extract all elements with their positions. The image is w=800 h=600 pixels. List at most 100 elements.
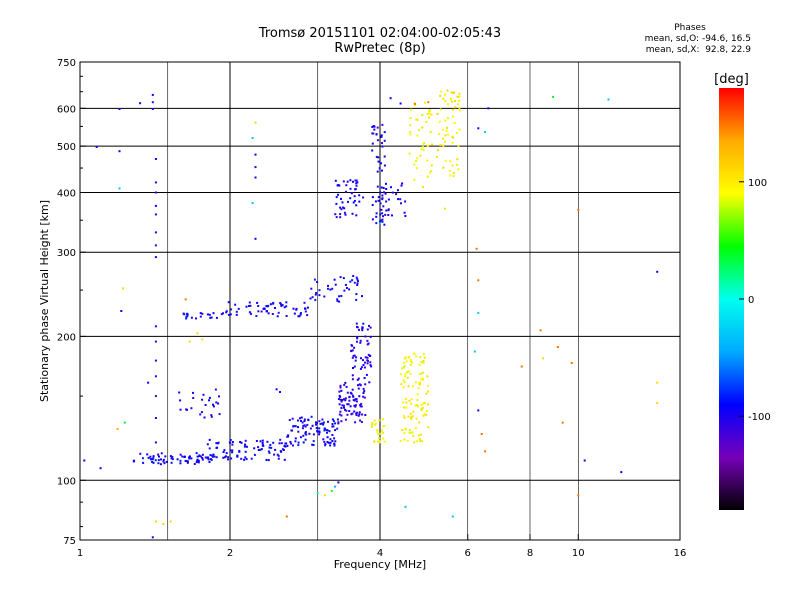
echo-point bbox=[428, 112, 431, 115]
echo-point bbox=[430, 164, 433, 167]
echo-point bbox=[362, 196, 365, 199]
echo-point bbox=[231, 449, 234, 452]
echo-point bbox=[333, 442, 336, 445]
echo-point bbox=[453, 91, 456, 94]
echo-point bbox=[372, 132, 375, 135]
echo-point bbox=[268, 446, 271, 449]
echo-point bbox=[350, 192, 353, 195]
echo-point bbox=[583, 459, 586, 462]
echo-point bbox=[407, 385, 410, 388]
echo-point bbox=[330, 489, 333, 492]
echo-point bbox=[244, 456, 247, 459]
echo-point bbox=[403, 438, 406, 441]
echo-point bbox=[406, 376, 409, 379]
echo-point bbox=[299, 312, 302, 315]
echo-point bbox=[377, 196, 380, 199]
echo-point bbox=[352, 367, 354, 369]
echo-point bbox=[359, 339, 362, 342]
echo-point bbox=[444, 100, 447, 102]
echo-point bbox=[154, 417, 157, 419]
echo-point bbox=[251, 137, 254, 139]
echo-point bbox=[217, 441, 220, 444]
echo-point bbox=[382, 431, 385, 434]
echo-point bbox=[350, 344, 353, 347]
echo-point bbox=[457, 103, 460, 106]
echo-point bbox=[236, 454, 239, 457]
echo-point bbox=[354, 179, 357, 182]
echo-point bbox=[157, 462, 160, 465]
echo-point bbox=[385, 188, 388, 190]
echo-point bbox=[345, 385, 348, 388]
echo-point bbox=[299, 436, 302, 439]
echo-point bbox=[542, 357, 545, 360]
echo-point bbox=[245, 305, 248, 308]
echo-point bbox=[190, 407, 193, 410]
echo-point bbox=[408, 399, 411, 402]
echo-point bbox=[346, 180, 349, 183]
echo-point bbox=[362, 359, 364, 362]
echo-point bbox=[216, 446, 219, 449]
echo-point bbox=[355, 182, 358, 185]
echo-point bbox=[456, 163, 459, 166]
echo-point bbox=[306, 423, 309, 426]
echo-point bbox=[346, 403, 349, 406]
echo-point bbox=[335, 196, 338, 199]
echo-point bbox=[344, 397, 347, 400]
echo-point bbox=[405, 360, 408, 363]
echo-point bbox=[235, 310, 238, 313]
echo-point bbox=[255, 315, 258, 317]
echo-point bbox=[369, 354, 372, 357]
echo-point bbox=[329, 438, 332, 441]
echo-point bbox=[344, 213, 347, 216]
echo-point bbox=[357, 387, 360, 390]
echo-point bbox=[297, 444, 300, 447]
echo-point bbox=[185, 317, 188, 320]
echo-point bbox=[200, 411, 203, 414]
echo-point bbox=[229, 313, 232, 316]
echo-point bbox=[445, 126, 448, 129]
echo-point bbox=[336, 418, 339, 421]
echo-point bbox=[270, 446, 273, 449]
echo-point bbox=[353, 195, 356, 198]
echo-point bbox=[419, 433, 422, 436]
echo-point bbox=[227, 456, 230, 459]
echo-point bbox=[254, 166, 257, 169]
echo-point bbox=[416, 399, 419, 401]
echo-point bbox=[449, 160, 452, 163]
echo-point bbox=[381, 218, 384, 221]
echo-point bbox=[250, 457, 253, 460]
echo-point bbox=[371, 196, 374, 199]
echo-point bbox=[267, 459, 270, 462]
echo-point bbox=[376, 440, 379, 443]
x-tick-label: 16 bbox=[674, 548, 687, 559]
echo-point bbox=[186, 460, 189, 463]
echo-point bbox=[299, 417, 301, 420]
echo-point bbox=[382, 215, 384, 218]
echo-point bbox=[417, 129, 420, 132]
echo-point bbox=[403, 381, 406, 384]
echo-point bbox=[410, 415, 413, 418]
echo-point bbox=[307, 418, 310, 421]
echo-point bbox=[268, 451, 271, 454]
echo-point bbox=[366, 343, 369, 346]
echo-point bbox=[344, 418, 347, 421]
echo-point bbox=[239, 441, 242, 443]
x-axis-label: Frequency [MHz] bbox=[334, 558, 426, 571]
echo-point bbox=[229, 449, 232, 452]
echo-point bbox=[195, 317, 197, 320]
echo-point bbox=[185, 460, 188, 462]
echo-point bbox=[262, 444, 265, 447]
echo-point bbox=[351, 374, 354, 377]
echo-point bbox=[243, 458, 246, 461]
echo-point bbox=[422, 378, 424, 381]
echo-point bbox=[195, 461, 198, 464]
echo-point bbox=[376, 139, 379, 142]
echo-point bbox=[142, 461, 145, 464]
echo-point bbox=[254, 153, 257, 156]
echo-point bbox=[294, 437, 297, 440]
echo-point bbox=[262, 307, 265, 310]
echo-point bbox=[154, 191, 157, 194]
echo-point bbox=[165, 460, 168, 463]
echo-point bbox=[383, 164, 386, 167]
echo-point bbox=[418, 381, 421, 384]
